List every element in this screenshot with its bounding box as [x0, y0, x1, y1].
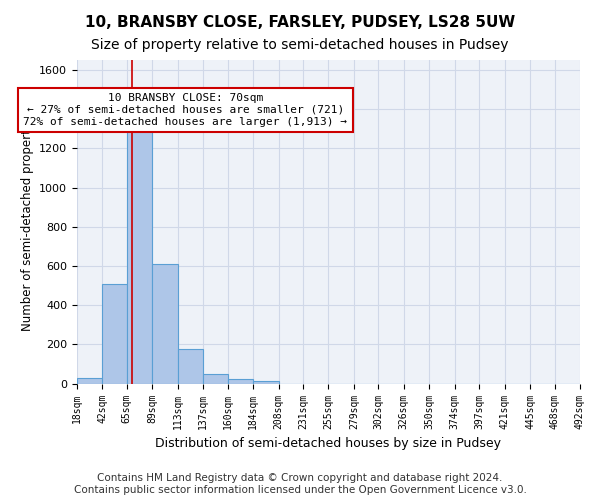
Bar [103, 284, 127, 384]
Bar [178, 350, 203, 384]
Text: 10, BRANSBY CLOSE, FARSLEY, PUDSEY, LS28 5UW: 10, BRANSBY CLOSE, FARSLEY, PUDSEY, LS28… [85, 15, 515, 30]
Text: Size of property relative to semi-detached houses in Pudsey: Size of property relative to semi-detach… [91, 38, 509, 52]
Bar [77, 378, 103, 384]
Bar [152, 264, 178, 384]
X-axis label: Distribution of semi-detached houses by size in Pudsey: Distribution of semi-detached houses by … [155, 437, 502, 450]
Y-axis label: Number of semi-detached properties: Number of semi-detached properties [20, 112, 34, 331]
Bar [127, 130, 152, 384]
Bar [253, 381, 278, 384]
Bar [227, 379, 253, 384]
Text: 10 BRANSBY CLOSE: 70sqm
← 27% of semi-detached houses are smaller (721)
72% of s: 10 BRANSBY CLOSE: 70sqm ← 27% of semi-de… [23, 94, 347, 126]
Text: Contains HM Land Registry data © Crown copyright and database right 2024.
Contai: Contains HM Land Registry data © Crown c… [74, 474, 526, 495]
Bar [203, 374, 227, 384]
